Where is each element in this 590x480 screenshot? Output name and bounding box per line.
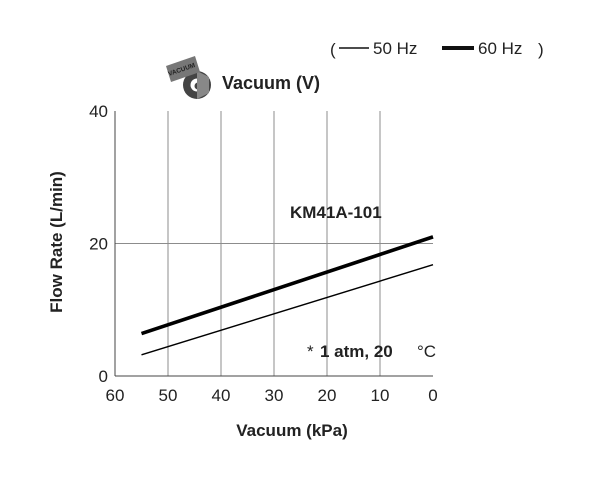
x-tick-label-10: 10 [371, 386, 390, 405]
x-tick-label-0: 0 [428, 386, 437, 405]
note-star: * [307, 342, 314, 361]
y-tick-label-20: 20 [89, 235, 108, 254]
note-main: 1 atm, 20 [320, 342, 393, 361]
vacuum-pump-icon: VACUUM [166, 56, 211, 99]
vacuum-title: Vacuum (V) [222, 73, 320, 93]
x-axis-label: Vacuum (kPa) [236, 421, 348, 440]
series-line-50hz [141, 264, 434, 356]
legend-60hz-label: 60 Hz [478, 39, 522, 58]
x-tick-label-30: 30 [265, 386, 284, 405]
legend-close-paren: ) [538, 40, 544, 59]
axes [114, 111, 433, 377]
x-tick-label-40: 40 [212, 386, 231, 405]
series-lines [140, 235, 434, 356]
x-tick-label-60: 60 [106, 386, 125, 405]
legend-50hz-label: 50 Hz [373, 39, 417, 58]
legend-open-paren: ( [330, 40, 336, 59]
y-axis-label: Flow Rate (L/min) [47, 171, 66, 313]
x-tick-label-20: 20 [318, 386, 337, 405]
legend: ( 50 Hz 60 Hz ) [330, 39, 544, 59]
tick-labels: 0 20 40 60 50 40 30 20 10 0 [89, 102, 438, 405]
plot-area: 0 20 40 60 50 40 30 20 10 0 [89, 102, 438, 405]
series-line-60hz [140, 235, 434, 336]
grid [115, 111, 433, 376]
y-tick-label-0: 0 [99, 367, 108, 386]
note-unit: °C [417, 342, 436, 361]
condition-note: * 1 atm, 20 °C [307, 342, 436, 361]
y-tick-label-40: 40 [89, 102, 108, 121]
model-annotation: KM41A-101 [290, 203, 382, 222]
x-tick-label-50: 50 [159, 386, 178, 405]
